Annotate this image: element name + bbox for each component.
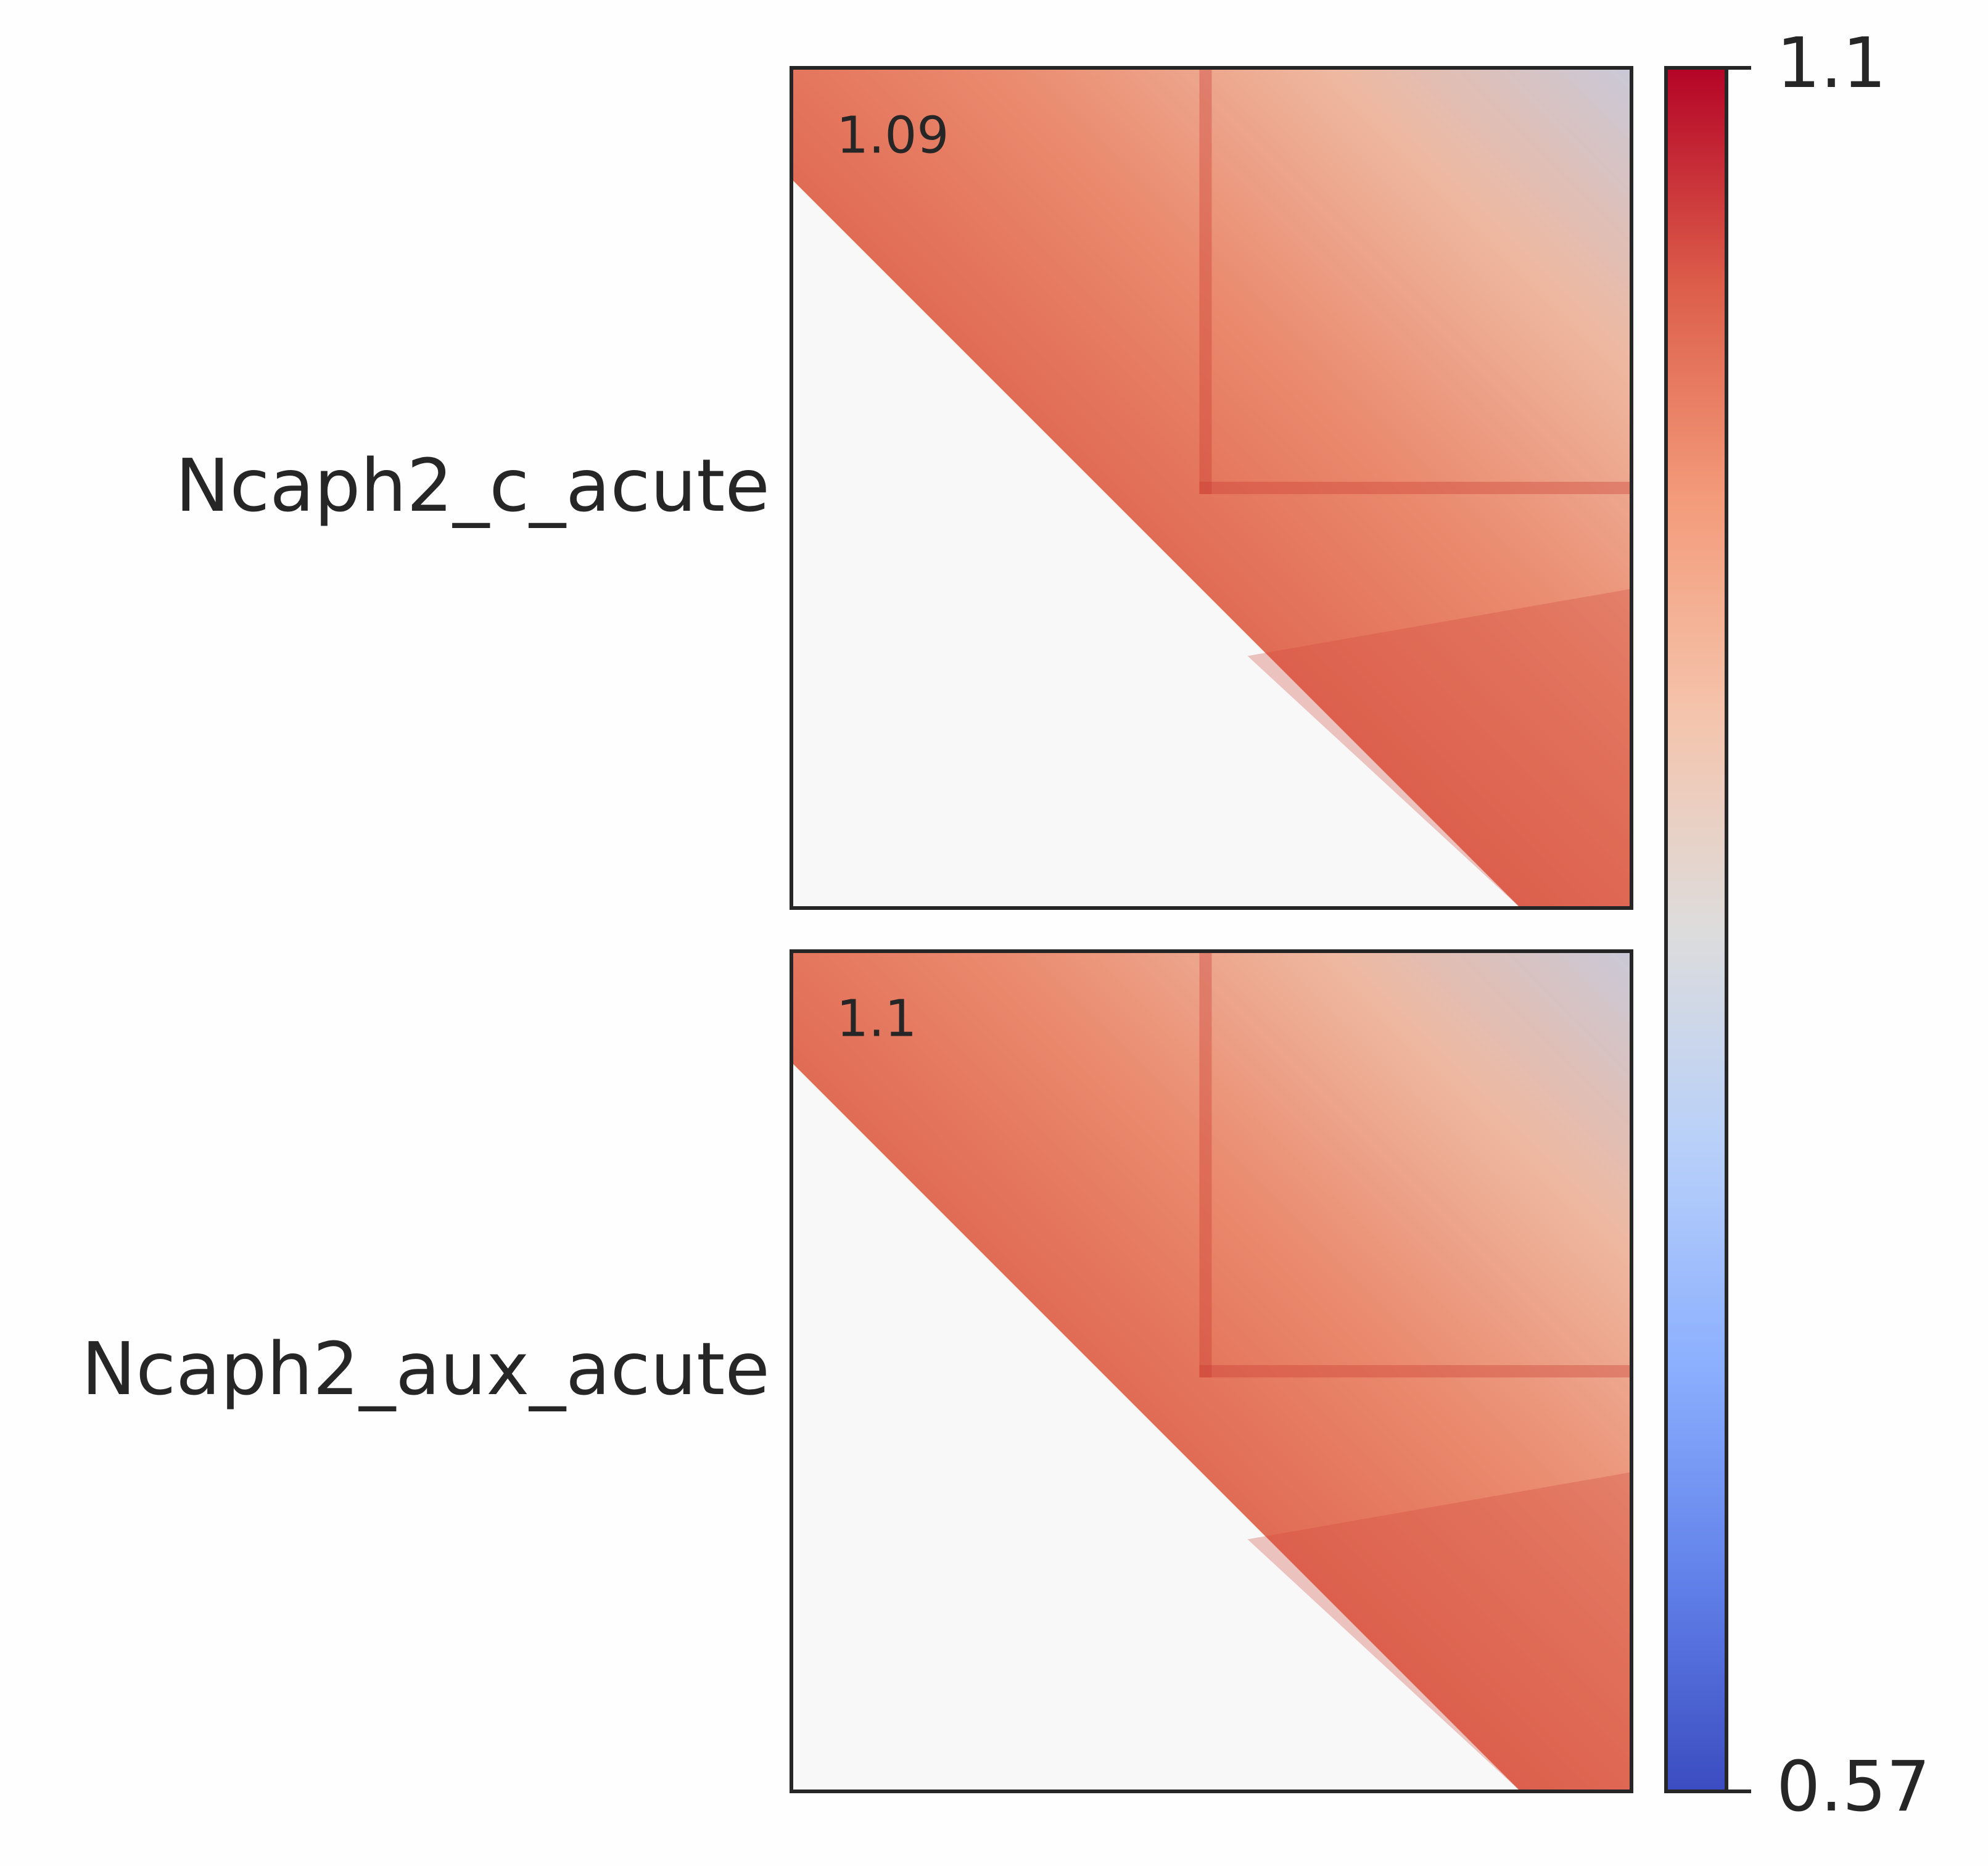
row-label: Ncaph2_aux_acute <box>81 1326 770 1411</box>
heatmap-stripe <box>1199 68 1212 494</box>
panel-frame <box>790 949 1633 1793</box>
panel-frame <box>790 66 1633 910</box>
colorbar <box>1664 66 1728 1793</box>
heatmap-stripe <box>1199 1365 1631 1377</box>
heatmap-panel: 1.09 Ncaph2_c_acute <box>175 66 1633 910</box>
heatmap-upper-triangle <box>791 951 1631 1791</box>
heatmap-domain <box>1247 1472 1631 1791</box>
heatmap-stripe <box>1199 482 1631 494</box>
panel-annotation: 1.1 <box>836 989 917 1048</box>
heatmap-domain <box>1247 588 1631 908</box>
heatmap-stripe <box>1199 951 1212 1377</box>
colorbar-tick-label: 0.57 <box>1776 1747 1930 1827</box>
row-label: Ncaph2_c_acute <box>175 443 770 528</box>
panel-annotation: 1.09 <box>836 106 949 165</box>
heatmap-panel: 1.1 Ncaph2_aux_acute <box>81 949 1633 1793</box>
colorbar-tick-label: 1.1 <box>1776 23 1886 104</box>
heatmap-upper-triangle <box>791 68 1631 908</box>
